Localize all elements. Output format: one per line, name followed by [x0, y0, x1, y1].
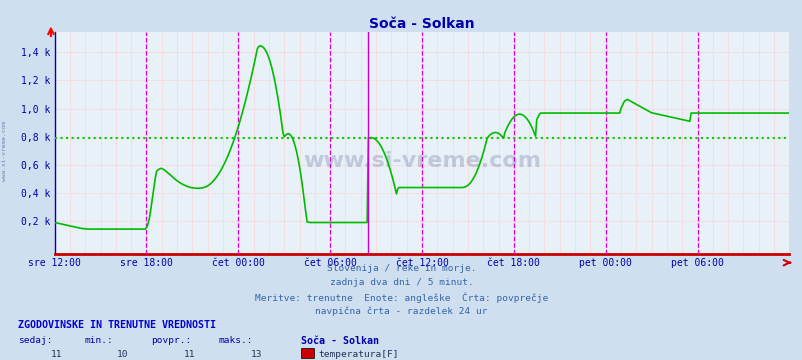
Text: 11: 11	[184, 350, 195, 359]
Text: sedaj:: sedaj:	[18, 336, 52, 345]
Title: Soča - Solkan: Soča - Solkan	[369, 17, 474, 31]
Text: 11: 11	[51, 350, 62, 359]
Text: povpr.:: povpr.:	[151, 336, 191, 345]
Text: min.:: min.:	[84, 336, 113, 345]
Text: 13: 13	[251, 350, 262, 359]
Text: temperatura[F]: temperatura[F]	[318, 350, 399, 359]
Text: Soča - Solkan: Soča - Solkan	[301, 336, 379, 346]
Text: zadnja dva dni / 5 minut.: zadnja dva dni / 5 minut.	[329, 278, 473, 287]
Text: ZGODOVINSKE IN TRENUTNE VREDNOSTI: ZGODOVINSKE IN TRENUTNE VREDNOSTI	[18, 320, 216, 330]
Text: www.si-vreme.com: www.si-vreme.com	[2, 121, 7, 181]
Text: Meritve: trenutne  Enote: angleške  Črta: povprečje: Meritve: trenutne Enote: angleške Črta: …	[254, 292, 548, 303]
Text: Slovenija / reke in morje.: Slovenija / reke in morje.	[326, 264, 476, 273]
Text: 10: 10	[117, 350, 128, 359]
Text: maks.:: maks.:	[218, 336, 253, 345]
Text: navpična črta - razdelek 24 ur: navpična črta - razdelek 24 ur	[315, 307, 487, 316]
Text: www.si-vreme.com: www.si-vreme.com	[302, 151, 541, 171]
